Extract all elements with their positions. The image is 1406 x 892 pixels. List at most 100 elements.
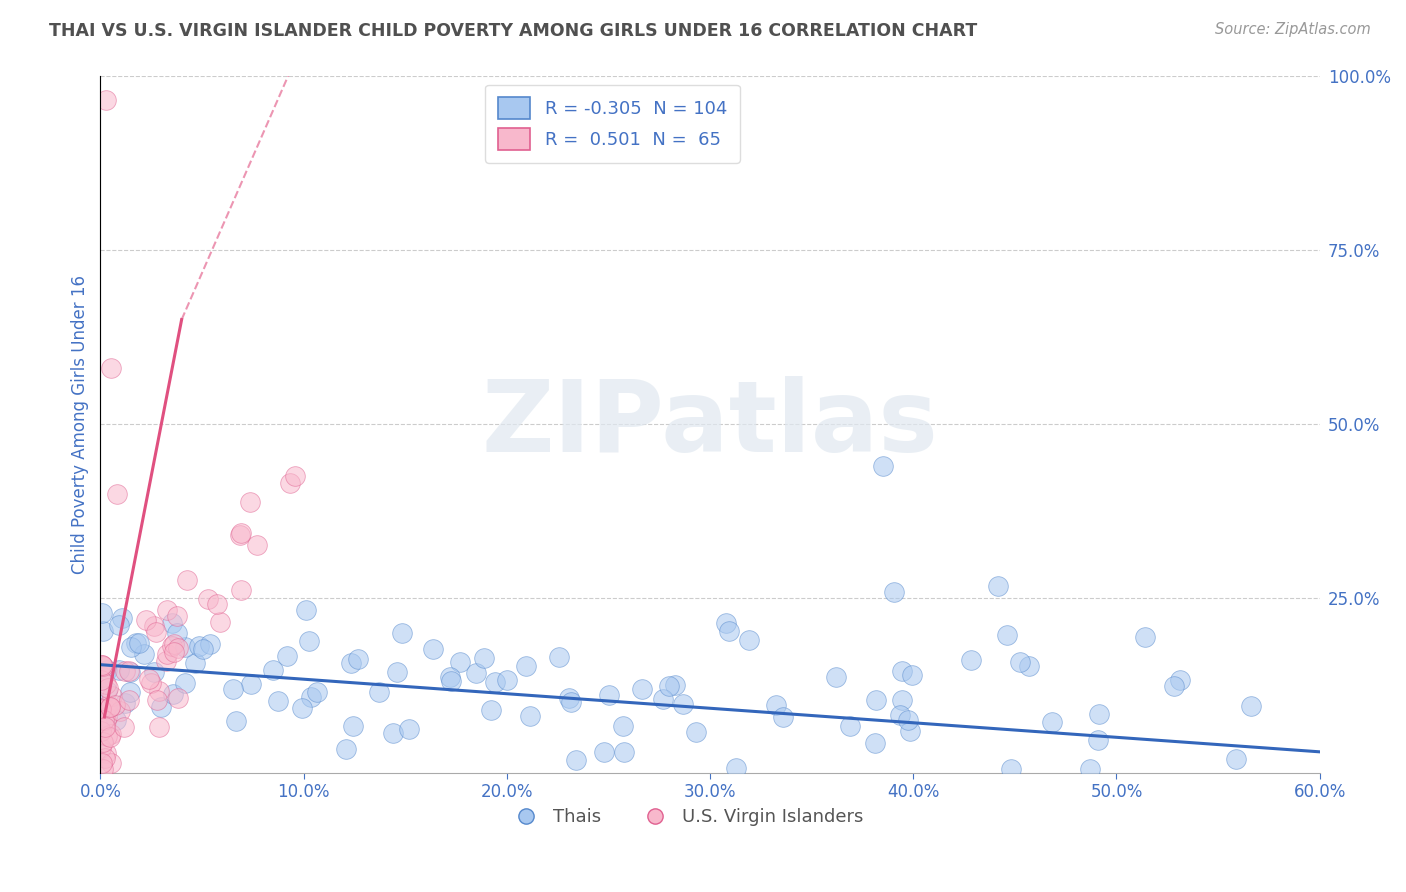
Point [118,664,141,678]
Point [166,626,188,640]
Point [631,681,654,696]
Point [91,607,114,621]
Point [246,538,269,552]
Point [239,494,262,508]
Point [91,657,114,672]
Point [94,677,117,691]
Point [385,665,408,679]
Point [890,664,912,678]
Point [91,624,114,639]
Point [1240,699,1263,714]
Point [472,651,495,665]
Point [714,615,737,630]
Point [90,673,112,688]
Point [134,648,156,662]
Point [166,609,188,624]
Point [100,756,122,771]
Point [1087,706,1109,721]
Point [160,639,183,653]
Point [174,640,197,654]
Point [184,656,207,670]
Point [94,751,117,765]
Point [162,615,184,630]
Point [111,610,134,624]
Point [718,624,741,638]
Point [560,695,582,709]
Point [105,487,128,501]
Point [515,658,537,673]
Point [1087,733,1109,747]
Point [91,734,114,748]
Point [197,592,219,607]
Point [229,528,252,542]
Point [90,756,112,770]
Point [1010,655,1032,669]
Point [94,714,117,728]
Point [1018,659,1040,673]
Point [558,691,581,706]
Point [94,746,117,760]
Point [484,675,506,690]
Point [90,724,112,739]
Point [176,573,198,587]
Point [291,701,314,715]
Point [897,713,920,727]
Point [91,659,114,673]
Point [652,692,675,706]
Point [162,687,184,701]
Point [104,714,127,728]
Point [900,723,922,738]
Point [381,725,404,739]
Point [98,730,121,744]
Point [1225,752,1247,766]
Point [229,526,252,541]
Point [598,688,620,702]
Point [209,615,232,630]
Point [239,677,262,691]
Point [838,718,860,732]
Point [298,633,321,648]
Point [900,668,922,682]
Point [765,698,787,712]
Point [118,692,141,706]
Point [995,628,1018,642]
Point [187,639,209,653]
Point [98,700,121,714]
Point [166,640,188,655]
Point [162,637,184,651]
Point [685,724,707,739]
Point [339,656,361,670]
Point [284,469,307,483]
Point [100,727,122,741]
Point [398,722,420,736]
Point [342,719,364,733]
Point [565,753,588,767]
Point [335,742,357,756]
Point [1163,679,1185,693]
Point [108,704,131,718]
Point [440,673,463,688]
Point [225,714,247,728]
Point [124,635,146,649]
Point [612,719,634,733]
Point [148,684,170,698]
Point [276,649,298,664]
Text: ZIPatlas: ZIPatlas [482,376,938,473]
Point [108,617,131,632]
Point [1133,630,1156,644]
Point [145,692,167,706]
Point [118,665,141,680]
Point [987,579,1010,593]
Legend: Thais, U.S. Virgin Islanders: Thais, U.S. Virgin Islanders [501,801,870,833]
Point [865,692,887,706]
Point [91,658,114,673]
Point [166,690,188,705]
Point [724,761,747,775]
Point [90,702,112,716]
Point [94,702,117,716]
Point [267,693,290,707]
Point [519,708,541,723]
Point [496,673,519,688]
Point [221,681,243,696]
Point [112,720,135,734]
